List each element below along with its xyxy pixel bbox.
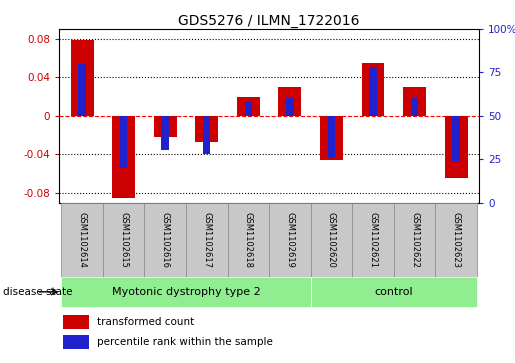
Text: GSM1102615: GSM1102615 [119,212,128,268]
Title: GDS5276 / ILMN_1722016: GDS5276 / ILMN_1722016 [178,14,360,28]
Bar [61,203,103,277]
Text: control: control [374,287,413,297]
Text: GSM1102619: GSM1102619 [285,212,295,268]
Bar [394,203,435,277]
Bar [435,203,477,277]
Bar [452,116,460,161]
Text: GSM1102622: GSM1102622 [410,212,419,268]
Bar [444,116,468,179]
Bar [279,87,301,116]
Bar [112,116,135,198]
Bar [352,203,394,277]
Bar [403,87,426,116]
Text: Myotonic dystrophy type 2: Myotonic dystrophy type 2 [112,287,261,297]
Bar [269,203,311,277]
Text: GSM1102618: GSM1102618 [244,212,253,268]
Bar [103,203,144,277]
Bar [61,277,311,307]
Text: GSM1102616: GSM1102616 [161,212,170,268]
Bar [195,116,218,142]
Text: GSM1102614: GSM1102614 [78,212,87,268]
Text: GSM1102623: GSM1102623 [452,212,460,268]
Bar [63,335,89,349]
Text: disease state: disease state [3,287,72,297]
Text: transformed count: transformed count [97,318,194,327]
Bar [63,315,89,329]
Bar [286,98,294,116]
Bar [311,203,352,277]
Text: percentile rank within the sample: percentile rank within the sample [97,337,273,347]
Text: GSM1102621: GSM1102621 [368,212,377,268]
Bar [162,116,169,151]
Bar [320,116,343,160]
Bar [203,116,211,154]
Bar [228,203,269,277]
Bar [186,203,228,277]
Bar [411,98,418,116]
Text: GSM1102617: GSM1102617 [202,212,211,268]
Bar [311,277,477,307]
Bar [120,116,127,168]
Bar [144,203,186,277]
Bar [237,97,260,116]
Bar [362,63,384,116]
Bar [71,40,94,116]
Bar [328,116,335,158]
Bar [369,67,376,116]
Bar [245,102,252,116]
Text: GSM1102620: GSM1102620 [327,212,336,268]
Bar [154,116,177,137]
Bar [78,64,86,116]
